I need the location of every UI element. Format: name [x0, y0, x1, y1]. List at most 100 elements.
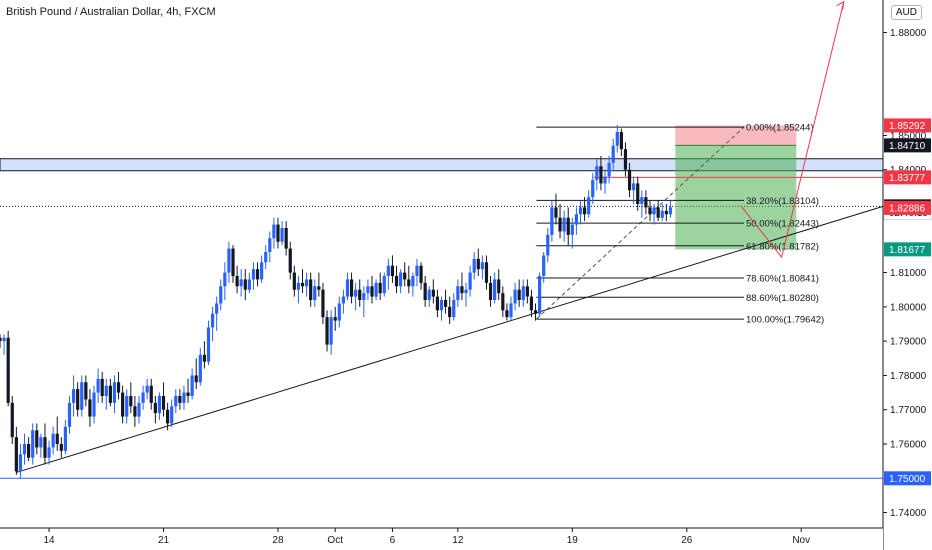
price-label: 1.82886: [889, 204, 926, 215]
currency-badge[interactable]: AUD: [890, 5, 922, 20]
x-tick-label: Nov: [792, 535, 810, 546]
x-tick-label: 19: [567, 535, 579, 546]
x-tick-label: Oct: [327, 535, 343, 546]
candle-body: [292, 272, 296, 290]
candle-body: [603, 176, 607, 184]
candle-body: [415, 265, 419, 276]
candle-body: [546, 234, 550, 256]
candle-body: [59, 444, 63, 451]
candle-body: [170, 406, 174, 424]
projection-arrow-head: [836, 0, 845, 10]
candle-body: [51, 433, 55, 448]
candle-body: [542, 255, 546, 276]
candle-body: [157, 396, 162, 414]
candle-body: [476, 258, 480, 270]
candle-body: [411, 276, 415, 287]
candle-body: [55, 433, 59, 444]
candle-body: [435, 296, 440, 311]
candle-body: [272, 224, 276, 239]
price-label: 1.81677: [889, 245, 926, 256]
price-label-box: [884, 200, 931, 215]
candle-body: [88, 399, 92, 417]
candle-body: [231, 248, 235, 276]
candle-body: [321, 289, 325, 318]
candle-body: [210, 313, 215, 328]
fib-level-label: 50.00%(1.82443): [746, 219, 819, 230]
ascending-trendline: [16, 205, 884, 473]
candle-body: [497, 279, 501, 294]
candle-body: [325, 317, 329, 345]
candle-body: [419, 265, 423, 283]
candle-body: [366, 286, 370, 294]
candle-body: [14, 437, 18, 472]
candle-body: [22, 444, 27, 455]
candle-body: [112, 382, 117, 403]
candle-body: [464, 289, 468, 294]
candle-body: [505, 310, 509, 318]
candle-body: [480, 262, 484, 270]
candle-body: [407, 279, 411, 287]
candle-body: [386, 265, 390, 276]
candle-body: [76, 389, 80, 410]
candle-body: [194, 375, 198, 383]
fib-level-label: 0.00%(1.85244): [746, 123, 814, 134]
candle-body: [574, 214, 579, 225]
candle-body: [509, 303, 513, 318]
take-profit-zone: [675, 145, 797, 250]
candle-body: [239, 279, 243, 287]
candle-body: [141, 392, 145, 403]
candle-body: [513, 289, 517, 304]
candle-body: [570, 224, 574, 235]
candle-body: [595, 166, 599, 180]
candle-body: [349, 279, 354, 297]
candle-body: [394, 276, 399, 287]
candle-body: [652, 207, 656, 215]
candle-body: [431, 289, 435, 297]
candle-body: [202, 354, 206, 362]
candle-body: [599, 166, 603, 184]
candle-body: [648, 207, 652, 215]
candle-body: [84, 382, 88, 400]
candle-body: [558, 217, 562, 232]
candle-body: [235, 276, 239, 287]
candle-body: [309, 279, 313, 300]
candle-body: [313, 286, 317, 300]
candle-body: [362, 293, 366, 300]
candle-body: [133, 406, 137, 417]
candle-body: [337, 303, 341, 321]
candle-body: [71, 389, 76, 403]
candle-body: [31, 430, 35, 458]
candle-body: [619, 132, 623, 150]
candle-body: [243, 279, 247, 290]
candle-body: [472, 258, 476, 273]
candle-body: [268, 238, 272, 252]
candle-body: [6, 337, 10, 403]
candle-body: [329, 317, 333, 345]
candle-body: [439, 300, 444, 311]
x-tick-label: 21: [158, 535, 170, 546]
price-label: 1.84710: [889, 141, 926, 152]
x-tick-label: 6: [390, 535, 396, 546]
candle-body: [300, 282, 305, 287]
candle-body: [587, 197, 591, 215]
candle-body: [227, 248, 231, 273]
candle-body: [640, 197, 644, 204]
candle-body: [39, 437, 43, 448]
candle-body: [382, 276, 386, 294]
candle-body: [566, 217, 570, 235]
candle-body: [525, 286, 529, 297]
y-tick-label: 1.80000: [890, 302, 927, 313]
candle-body: [2, 337, 6, 342]
stop-loss-zone: [675, 125, 797, 146]
x-tick-label: 28: [272, 535, 284, 546]
candle-body: [374, 282, 378, 297]
candle-body: [288, 248, 292, 273]
candle-body: [554, 207, 558, 218]
candle-body: [161, 396, 166, 410]
candle-body: [304, 279, 309, 287]
candle-body: [578, 207, 583, 215]
candle-body: [0, 337, 2, 342]
candle-body: [284, 228, 288, 249]
